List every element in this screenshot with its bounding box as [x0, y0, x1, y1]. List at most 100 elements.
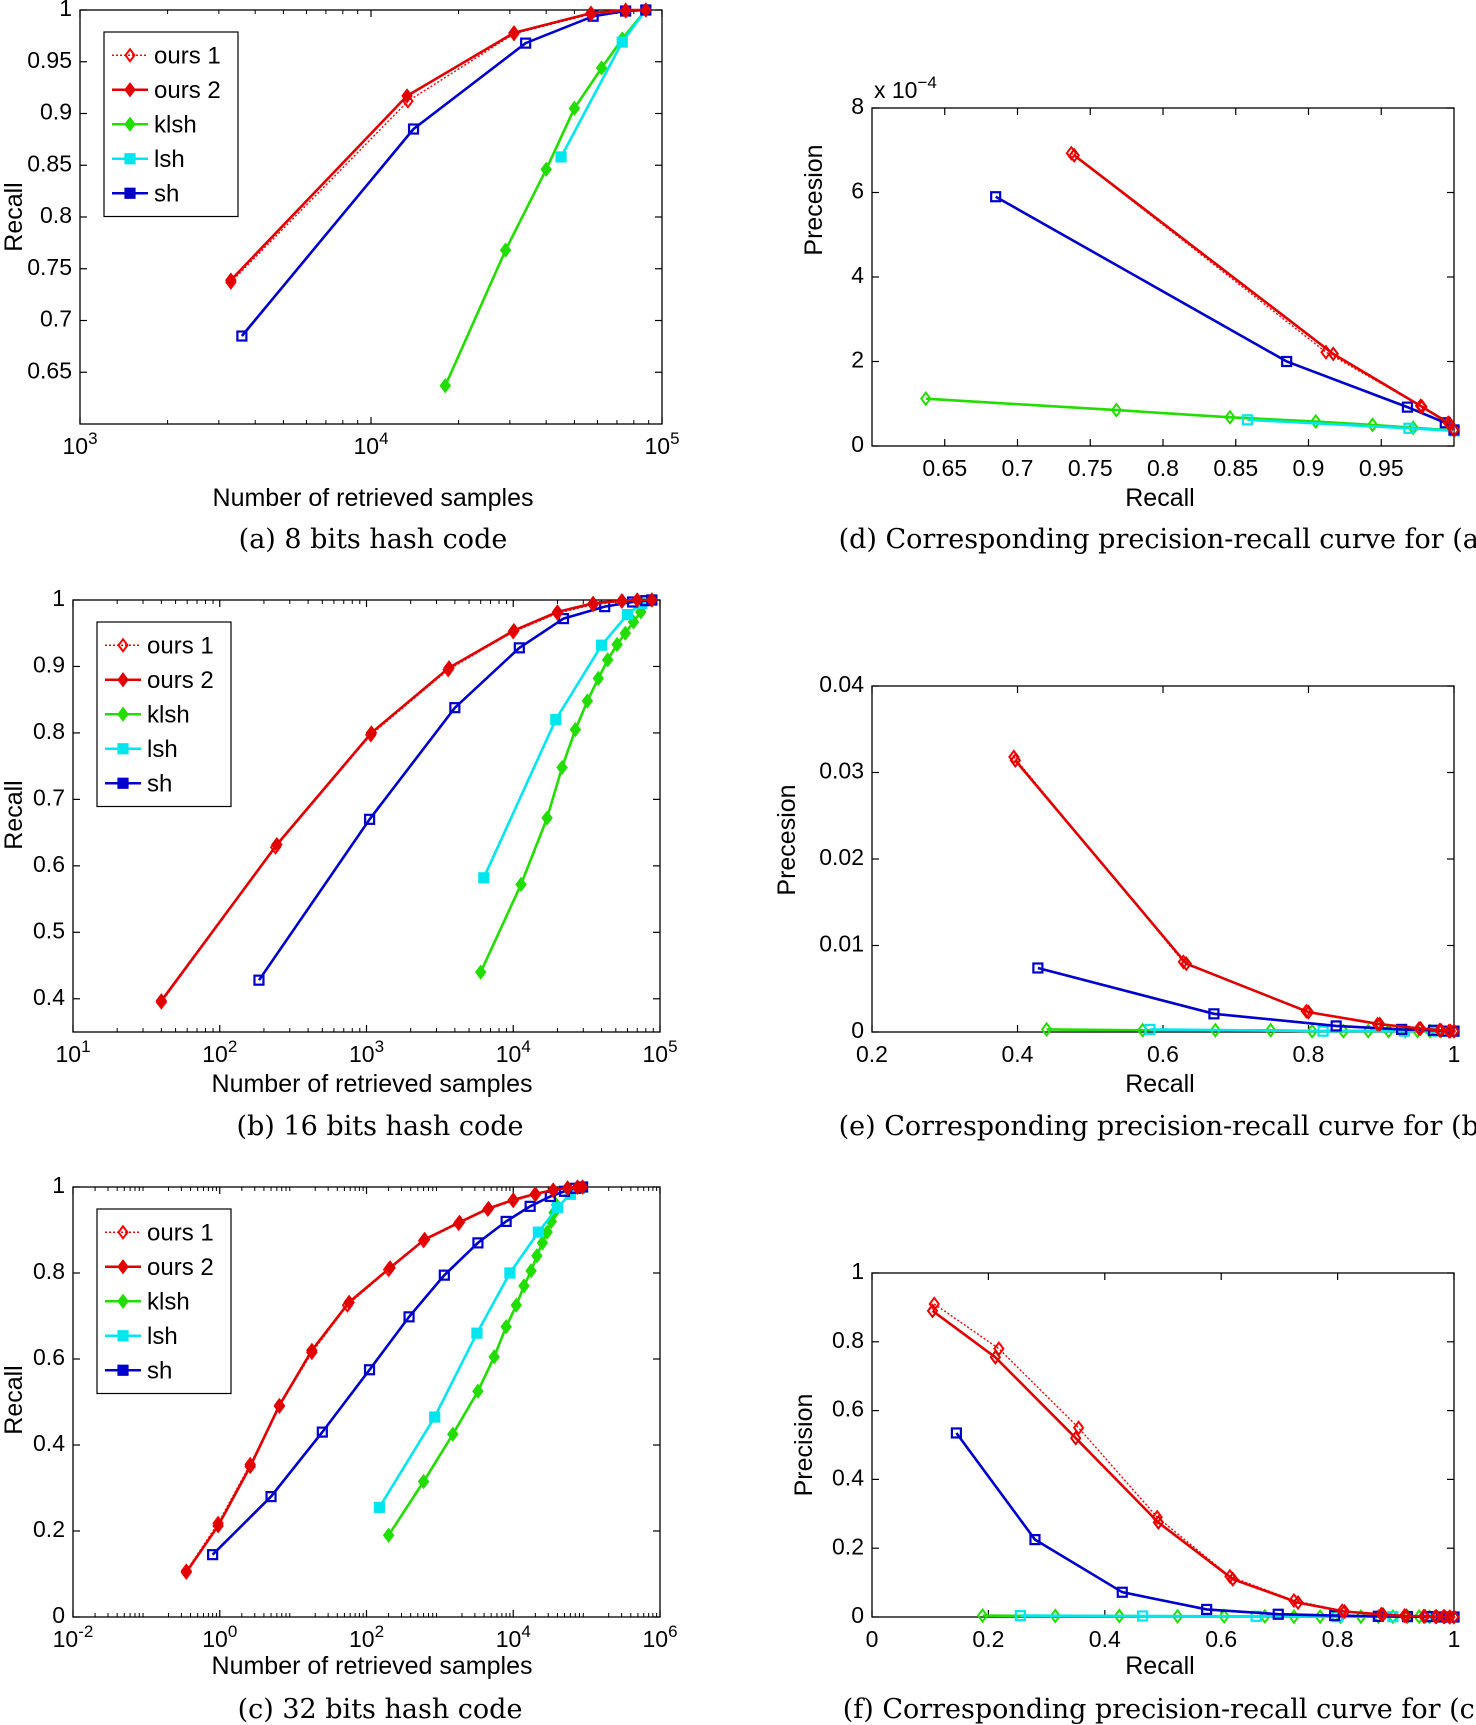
point-lsh-5 — [551, 1202, 564, 1214]
point-sh-0 — [236, 330, 248, 342]
point-ours-2-3 — [273, 1397, 286, 1414]
point-legend-sh-4 — [117, 1364, 129, 1376]
ytick-label-b-0: 0.4 — [33, 984, 65, 1010]
ytick-label-e-1: 0.01 — [819, 931, 864, 957]
point-lsh-1 — [429, 1411, 441, 1423]
point-ours-1-4 — [1413, 1020, 1425, 1037]
point-sh-3 — [1201, 1603, 1213, 1616]
point-ours-2-2 — [244, 1458, 256, 1475]
point-ours-2-5 — [551, 604, 564, 620]
point-ours-2-13 — [561, 1180, 574, 1196]
point-ours-2-5 — [1435, 1022, 1447, 1038]
point-ours-2-2 — [1302, 1004, 1315, 1020]
point-ours-2-1 — [989, 1349, 1002, 1365]
chart-e: 0.2 0.4 0.6 0.8 1 0 0.01 0.02 0.03 0.04 Recall Prec… — [773, 671, 1476, 1142]
point-sh-1 — [407, 123, 420, 135]
ytick-label-f-4: 0.8 — [832, 1327, 864, 1353]
point-sh-2 — [316, 1426, 328, 1438]
xtick-label-d-1: 0.7 — [1002, 455, 1034, 481]
ytick-label-d-3: 6 — [851, 178, 864, 204]
ytick-label-b-1: 0.5 — [33, 917, 65, 943]
point-klsh-9 — [531, 1248, 543, 1264]
chart-f: 0 0.2 0.4 0.6 0.8 1 0 0.2 0.4 0.6 0.8 1 Recall Precis… — [790, 1258, 1476, 1725]
xtick-label-d-2: 0.75 — [1068, 455, 1113, 481]
point-legend-lsh-3 — [124, 153, 136, 165]
xtick-label-d-4: 0.85 — [1213, 455, 1258, 481]
xlabel-f: Recall — [1125, 1652, 1194, 1680]
ytick-label-c-0: 0 — [52, 1602, 65, 1628]
ytick-label-a-2: 0.75 — [27, 254, 72, 280]
ytick-label-f-0: 0 — [851, 1602, 864, 1628]
point-klsh-4 — [1306, 1023, 1318, 1039]
point-ours-2-13 — [1448, 1609, 1460, 1625]
point-klsh-5 — [500, 1319, 512, 1335]
xtick-label-c-2: 102 — [349, 1622, 384, 1652]
caption-a: (a) 8 bits hash code — [239, 524, 508, 555]
legend-c: ours 1 ours 2 klsh lsh sh — [96, 1208, 232, 1395]
point-klsh-0 — [976, 1607, 989, 1624]
point-ours-2-12 — [1444, 1609, 1456, 1625]
point-ours-2-6 — [384, 1260, 396, 1276]
point-ours-2-0 — [225, 272, 237, 288]
point-ours-1-0 — [928, 1296, 941, 1312]
point-ours-2-1 — [212, 1518, 224, 1534]
xtick-label-b-3: 104 — [496, 1037, 531, 1067]
point-lsh-2 — [596, 639, 608, 651]
ytick-label-b-6: 1 — [52, 585, 65, 611]
point-klsh-0 — [920, 391, 932, 407]
point-klsh-3 — [1264, 1022, 1277, 1038]
point-klsh-1 — [515, 876, 527, 893]
point-lsh-1 — [1403, 422, 1415, 434]
point-klsh-5 — [581, 693, 594, 709]
point-lsh-0 — [555, 151, 567, 163]
point-klsh-8 — [525, 1263, 537, 1279]
point-ours-2-2 — [1069, 1430, 1082, 1446]
ytick-label-a-4: 0.85 — [27, 150, 72, 176]
series-line-ours-2 — [160, 598, 652, 1002]
plot-area-f — [871, 1272, 1455, 1618]
point-klsh-3 — [472, 1383, 484, 1399]
point-ours-2-6 — [587, 595, 599, 611]
legend-label-ours-2: ours 2 — [154, 77, 221, 104]
point-ours-1-0 — [1065, 145, 1078, 161]
point-lsh-0 — [1241, 414, 1253, 426]
legend-label-klsh: klsh — [147, 1288, 190, 1315]
point-sh-3 — [1396, 1023, 1408, 1036]
point-klsh-7 — [601, 652, 614, 668]
caption-b: (b) 16 bits hash code — [236, 1111, 523, 1142]
point-sh-8 — [524, 1200, 536, 1212]
point-lsh-1 — [616, 36, 628, 48]
ylabel-f: Precision — [790, 1394, 818, 1497]
ytick-label-c-1: 0.2 — [33, 1516, 65, 1542]
point-ours-2-7 — [418, 1231, 431, 1248]
point-klsh-4 — [1366, 417, 1379, 433]
xtick-label-f-3: 0.6 — [1205, 1626, 1237, 1652]
point-ours-2-0 — [1009, 752, 1022, 769]
point-klsh-8 — [611, 636, 623, 653]
ytick-label-d-4: 8 — [851, 93, 864, 119]
point-ours-2-1 — [271, 836, 283, 853]
xtick-label-f-2: 0.4 — [1089, 1626, 1121, 1652]
legend-label-sh: sh — [154, 180, 179, 207]
point-lsh-1 — [550, 714, 562, 726]
point-ours-2-9 — [482, 1200, 495, 1217]
point-ours-1-2 — [1072, 1420, 1085, 1436]
chart-d: 0.65 0.7 0.75 0.8 0.85 0.9 0.95 0 2 4 6 8 x 10−4 Reca… — [800, 73, 1476, 555]
series-line-sh — [995, 195, 1455, 431]
point-klsh-4 — [1218, 1608, 1230, 1624]
legend-label-sh: sh — [147, 1357, 172, 1384]
legend-label-lsh: lsh — [154, 146, 185, 173]
point-sh-2 — [1330, 1020, 1342, 1032]
legend-label-ours-2: ours 2 — [147, 667, 214, 694]
xtick-label-b-4: 105 — [642, 1037, 677, 1067]
legend-a: ours 1 ours 2 klsh lsh sh — [103, 31, 239, 218]
plot-area-d — [871, 107, 1455, 447]
point-legend-lsh-3 — [117, 743, 129, 755]
xtick-label-c-3: 104 — [496, 1622, 531, 1652]
xlabel-e: Recall — [1125, 1070, 1194, 1098]
point-legend-sh-4 — [124, 187, 136, 199]
caption-c: (c) 32 bits hash code — [238, 1694, 523, 1725]
xtick-label-e-0: 0.2 — [856, 1041, 888, 1067]
xtick-label-b-1: 102 — [202, 1037, 237, 1067]
point-sh-2 — [1401, 401, 1414, 413]
